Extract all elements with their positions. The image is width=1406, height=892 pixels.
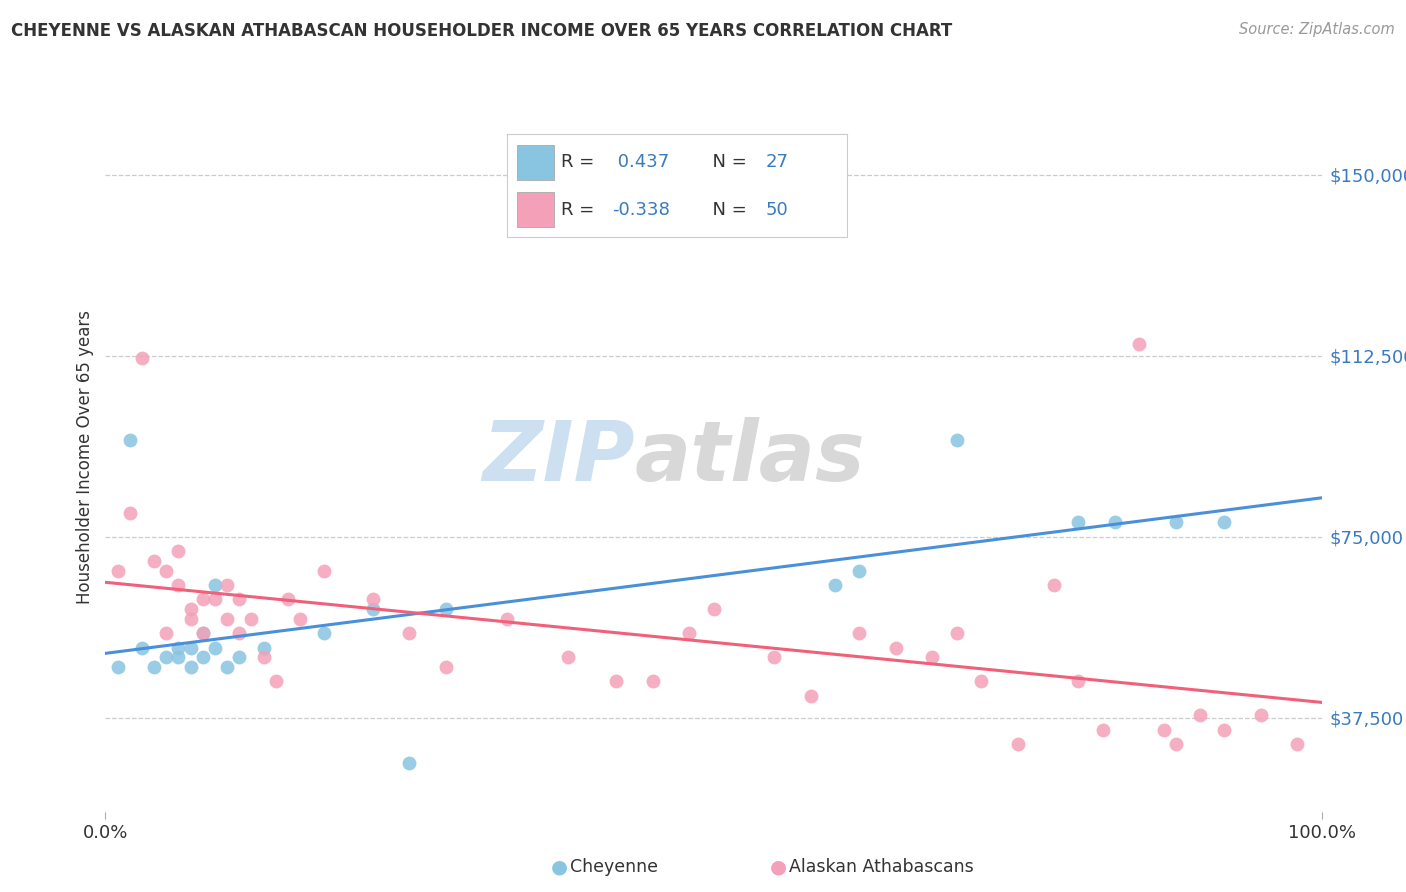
Point [155, 564, 177, 578]
Point [204, 578, 226, 592]
Point [1213, 516, 1236, 530]
Point [264, 674, 287, 689]
Point [217, 660, 239, 674]
Point [288, 612, 311, 626]
Point [143, 660, 166, 674]
Point [1153, 723, 1175, 737]
Point [848, 564, 870, 578]
Point [180, 602, 202, 616]
Point [557, 650, 579, 665]
Point [131, 640, 153, 655]
Point [228, 650, 250, 665]
Text: R =: R = [561, 201, 600, 219]
Text: ●: ● [769, 857, 786, 877]
Point [800, 689, 823, 703]
Point [180, 660, 202, 674]
Point [217, 578, 239, 592]
Point [434, 660, 457, 674]
Point [107, 564, 129, 578]
Point [277, 592, 299, 607]
Point [118, 506, 141, 520]
Text: Cheyenne: Cheyenne [571, 858, 658, 876]
Point [167, 640, 190, 655]
Point [678, 626, 700, 640]
Point [945, 434, 967, 448]
Point [921, 650, 943, 665]
Point [763, 650, 786, 665]
Point [1128, 336, 1150, 351]
Text: CHEYENNE VS ALASKAN ATHABASCAN HOUSEHOLDER INCOME OVER 65 YEARS CORRELATION CHAR: CHEYENNE VS ALASKAN ATHABASCAN HOUSEHOLD… [11, 22, 952, 40]
Point [191, 592, 214, 607]
Point [848, 626, 870, 640]
Point [398, 756, 420, 771]
Point [945, 626, 967, 640]
Text: ●: ● [551, 857, 568, 877]
Text: 50: 50 [766, 201, 789, 219]
Point [252, 640, 274, 655]
Point [1007, 737, 1029, 751]
Point [1104, 516, 1126, 530]
Text: -0.338: -0.338 [613, 201, 671, 219]
Point [228, 626, 250, 640]
Point [1189, 708, 1212, 723]
Point [495, 612, 517, 626]
Point [204, 640, 226, 655]
Point [1067, 674, 1090, 689]
Point [605, 674, 627, 689]
Point [641, 674, 664, 689]
Point [1067, 516, 1090, 530]
Point [155, 650, 177, 665]
Text: 27: 27 [766, 153, 789, 171]
Text: atlas: atlas [634, 417, 865, 498]
Point [180, 640, 202, 655]
Point [314, 626, 336, 640]
Point [131, 351, 153, 366]
Point [107, 660, 129, 674]
Point [702, 602, 725, 616]
Point [884, 640, 907, 655]
Point [1164, 516, 1187, 530]
Point [167, 544, 190, 558]
Text: N =: N = [702, 153, 752, 171]
Text: N =: N = [702, 201, 752, 219]
Y-axis label: Householder Income Over 65 years: Householder Income Over 65 years [76, 310, 94, 604]
Text: Alaskan Athabascans: Alaskan Athabascans [789, 858, 974, 876]
FancyBboxPatch shape [517, 145, 554, 179]
FancyBboxPatch shape [517, 192, 554, 227]
Text: Source: ZipAtlas.com: Source: ZipAtlas.com [1239, 22, 1395, 37]
Point [217, 612, 239, 626]
Point [204, 592, 226, 607]
Point [1250, 708, 1272, 723]
Point [314, 564, 336, 578]
Point [361, 592, 384, 607]
Point [970, 674, 993, 689]
Point [361, 602, 384, 616]
Text: ZIP: ZIP [482, 417, 634, 498]
Text: 0.437: 0.437 [613, 153, 669, 171]
Point [167, 578, 190, 592]
Point [143, 554, 166, 568]
Point [434, 602, 457, 616]
Point [191, 650, 214, 665]
Point [118, 434, 141, 448]
Point [1286, 737, 1309, 751]
Point [240, 612, 263, 626]
Text: R =: R = [561, 153, 600, 171]
Point [180, 612, 202, 626]
Point [252, 650, 274, 665]
Point [167, 650, 190, 665]
Point [191, 626, 214, 640]
Point [398, 626, 420, 640]
Point [155, 626, 177, 640]
Point [1164, 737, 1187, 751]
Point [1213, 723, 1236, 737]
Point [824, 578, 846, 592]
Point [1091, 723, 1114, 737]
Point [1043, 578, 1066, 592]
Point [191, 626, 214, 640]
Point [228, 592, 250, 607]
